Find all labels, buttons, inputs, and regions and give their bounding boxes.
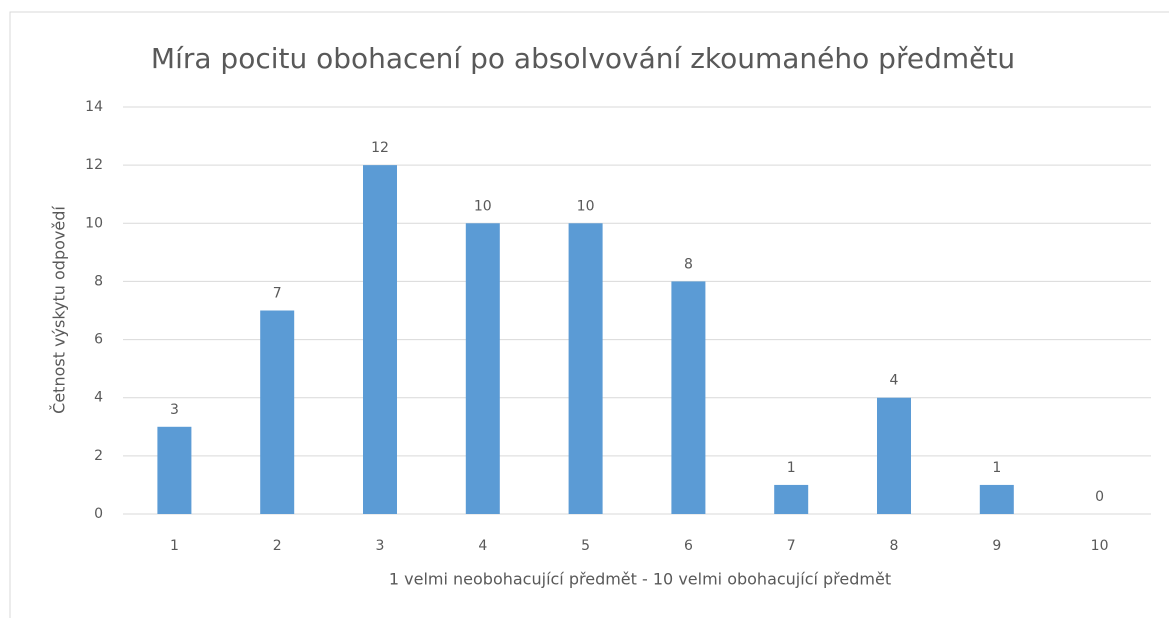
bar <box>363 165 397 514</box>
bar <box>877 397 911 514</box>
x-tick-label: 6 <box>684 538 693 554</box>
y-tick-label: 8 <box>94 273 103 289</box>
y-axis-title: Četnost výskytu odpovědí <box>50 206 69 414</box>
y-tick-label: 12 <box>85 157 103 173</box>
x-axis-title: 1 velmi neobohacující předmět - 10 velmi… <box>389 570 891 589</box>
data-label: 4 <box>890 373 899 389</box>
data-label: 1 <box>787 460 796 476</box>
x-tick-label: 4 <box>478 538 487 554</box>
x-tick-label: 7 <box>787 538 796 554</box>
bar <box>465 223 500 515</box>
chart-title: Míra pocitu obohacení po absolvování zko… <box>151 42 1015 75</box>
data-label: 1 <box>992 460 1001 476</box>
bar <box>774 484 809 514</box>
data-label: 12 <box>371 140 389 156</box>
x-tick-label: 8 <box>890 538 899 554</box>
bar <box>979 484 1014 514</box>
y-tick-label: 6 <box>94 332 103 348</box>
data-label: 10 <box>474 198 492 214</box>
y-tick-label: 10 <box>85 215 103 231</box>
chart-frame <box>9 11 1169 618</box>
x-tick-label: 5 <box>581 538 590 554</box>
bar <box>671 281 706 514</box>
y-tick-label: 2 <box>94 448 103 464</box>
data-label: 7 <box>273 286 282 302</box>
x-tick-label: 1 <box>170 538 179 554</box>
y-tick-label: 14 <box>85 99 103 115</box>
x-tick-label: 2 <box>273 538 282 554</box>
data-label: 8 <box>684 256 693 272</box>
data-label: 3 <box>170 402 179 418</box>
data-label: 0 <box>1095 489 1104 505</box>
x-tick-label: 10 <box>1091 538 1109 554</box>
bar <box>157 426 192 514</box>
x-tick-label: 3 <box>376 538 385 554</box>
y-tick-label: 0 <box>94 506 103 522</box>
x-tick-label: 9 <box>992 538 1001 554</box>
y-tick-label: 4 <box>94 390 103 406</box>
bar <box>260 310 295 514</box>
bar <box>568 223 603 515</box>
data-label: 10 <box>577 198 595 214</box>
